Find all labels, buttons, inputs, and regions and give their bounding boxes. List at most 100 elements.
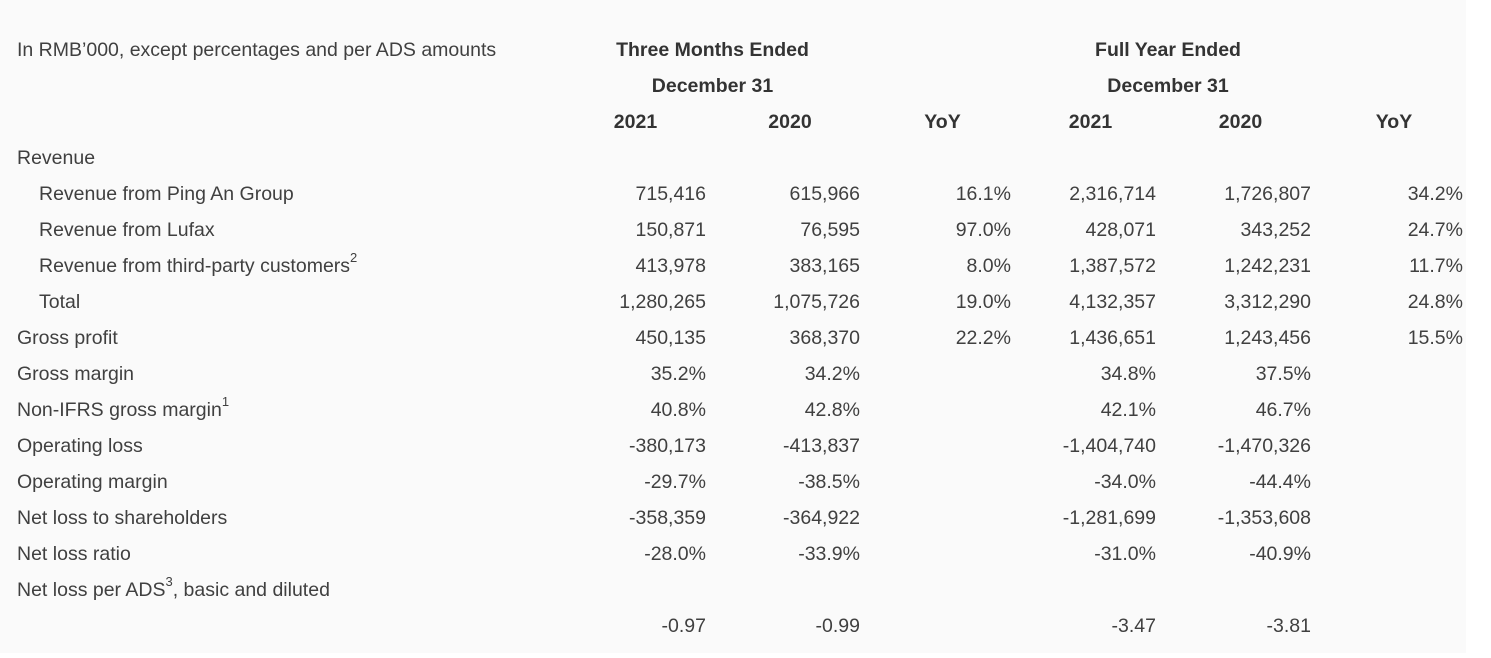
cell-f2020: 3,312,290 (1224, 290, 1311, 313)
cell-f2020: -44.4% (1249, 470, 1311, 493)
cell-q2021: 1,280,265 (619, 290, 706, 313)
cell-q2020: 42.8% (804, 398, 860, 421)
table-row: Net loss to shareholders -358,359 -364,9… (10, 500, 1470, 536)
cell-f2020: -1,470,326 (1217, 434, 1311, 457)
cell-f2021: 4,132,357 (1069, 290, 1156, 313)
cell-q2020: 76,595 (800, 218, 860, 241)
header-row-2: December 31 December 31 (10, 68, 1470, 104)
table-row: Gross margin 35.2% 34.2% 34.8% 37.5% (10, 356, 1470, 392)
cell-f2021: 42.1% (1100, 398, 1156, 421)
cell-q2021: -358,359 (629, 506, 706, 529)
cell-q2021: -0.97 (661, 614, 706, 637)
cell-f-yoy: 15.5% (1407, 326, 1463, 349)
cell-q-yoy: 8.0% (966, 254, 1011, 277)
three-months-date: December 31 (651, 74, 774, 97)
cell-f2020: -40.9% (1249, 542, 1311, 565)
row-label: Net loss per ADS3, basic and diluted (17, 574, 330, 601)
results-panel (0, 0, 1466, 653)
cell-f2020: 1,242,231 (1224, 254, 1311, 277)
q-year-2021: 2021 (613, 110, 658, 133)
cell-f2021: 428,071 (1085, 218, 1157, 241)
table-row: Gross profit 450,135 368,370 22.2% 1,436… (10, 320, 1470, 356)
cell-q2021: -28.0% (644, 542, 706, 565)
cell-f2020: -1,353,608 (1217, 506, 1311, 529)
row-label: Net loss ratio (17, 542, 131, 565)
footnote-ref: 1 (221, 394, 230, 409)
cell-q2020: -413,837 (783, 434, 860, 457)
cell-q2020: 368,370 (789, 326, 861, 349)
cell-q2021: 413,978 (635, 254, 707, 277)
cell-q-yoy: 97.0% (955, 218, 1011, 241)
table-row: Non-IFRS gross margin1 40.8% 42.8% 42.1%… (10, 392, 1470, 428)
cell-q2020: -0.99 (815, 614, 860, 637)
cell-q2020: 615,966 (789, 182, 861, 205)
f-yoy-header: YoY (1375, 110, 1413, 133)
cell-q2021: -380,173 (629, 434, 706, 457)
cell-q2021: 715,416 (635, 182, 707, 205)
f-year-2021: 2021 (1068, 110, 1113, 133)
q-year-2020: 2020 (768, 110, 812, 133)
row-label: Operating loss (17, 434, 143, 457)
cell-q-yoy: 16.1% (955, 182, 1011, 205)
full-year-date: December 31 (1107, 74, 1229, 97)
row-label: Gross margin (17, 362, 135, 385)
cell-f-yoy: 24.7% (1407, 218, 1463, 241)
cell-f-yoy: 34.2% (1407, 182, 1463, 205)
cell-f2020: 1,726,807 (1224, 182, 1311, 205)
row-label: Gross profit (17, 326, 118, 349)
footnote-ref: 3 (165, 574, 173, 589)
cell-q2021: 35.2% (650, 362, 706, 385)
unit-note: In RMB’000, except percentages and per A… (17, 38, 497, 61)
cell-f-yoy: 24.8% (1407, 290, 1463, 313)
row-label: Revenue from third-party customers2 (39, 250, 358, 277)
cell-f2021: -3.47 (1111, 614, 1156, 637)
cell-f2020: 343,252 (1240, 218, 1312, 241)
cell-f2021: 2,316,714 (1069, 182, 1156, 205)
footnote-ref: 2 (350, 250, 358, 265)
cell-q2021: 40.8% (650, 398, 706, 421)
cell-q2020: -38.5% (798, 470, 860, 493)
cell-f2020: 46.7% (1255, 398, 1311, 421)
table-row: Net loss per ADS3, basic and diluted (10, 572, 1470, 608)
cell-q2020: -33.9% (798, 542, 860, 565)
cell-q2021: -29.7% (644, 470, 706, 493)
cell-q2021: 450,135 (635, 326, 707, 349)
cell-q2020: 1,075,726 (773, 290, 860, 313)
table-row: Revenue from Lufax 150,871 76,595 97.0% … (10, 212, 1470, 248)
cell-f2021: 34.8% (1100, 362, 1156, 385)
cell-f-yoy: 11.7% (1409, 254, 1463, 277)
cell-f2020: -3.81 (1266, 614, 1311, 637)
cell-f2020: 1,243,456 (1224, 326, 1311, 349)
cell-f2021: -31.0% (1094, 542, 1156, 565)
cell-f2021: 1,436,651 (1069, 326, 1156, 349)
row-label: Total (39, 290, 81, 313)
row-label: Revenue (17, 146, 96, 169)
table-row: Total 1,280,265 1,075,726 19.0% 4,132,35… (10, 284, 1470, 320)
row-label: Revenue from Ping An Group (39, 182, 294, 205)
f-year-2020: 2020 (1218, 110, 1263, 133)
table-row: Operating loss -380,173 -413,837 -1,404,… (10, 428, 1470, 464)
cell-q-yoy: 22.2% (955, 326, 1011, 349)
header-row-3: 2021 2020 YoY 2021 2020 YoY (10, 104, 1470, 140)
table-row: Revenue from third-party customers2 413,… (10, 248, 1470, 284)
row-label: Revenue from Lufax (39, 218, 215, 241)
row-label: Non-IFRS gross margin1 (17, 394, 230, 421)
row-label: Operating margin (17, 470, 168, 493)
cell-f2021: 1,387,572 (1069, 254, 1156, 277)
table-row: -0.97 -0.99 -3.47 -3.81 (10, 608, 1470, 644)
cell-f2021: -1,281,699 (1062, 506, 1156, 529)
table-row: Revenue from Ping An Group 715,416 615,9… (10, 176, 1470, 212)
three-months-header: Three Months Ended (616, 38, 809, 61)
cell-f2020: 37.5% (1255, 362, 1311, 385)
cell-q2020: 383,165 (789, 254, 861, 277)
q-yoy-header: YoY (924, 110, 961, 133)
cell-q2020: 34.2% (804, 362, 860, 385)
cell-q-yoy: 19.0% (955, 290, 1011, 313)
row-label: Net loss to shareholders (17, 506, 228, 529)
full-year-header: Full Year Ended (1095, 38, 1241, 61)
table-row: Revenue (10, 140, 1470, 176)
cell-q2021: 150,871 (635, 218, 707, 241)
table-row: Operating margin -29.7% -38.5% -34.0% -4… (10, 464, 1470, 500)
financial-results-table: In RMB’000, except percentages and per A… (10, 32, 1470, 644)
header-row-1: In RMB’000, except percentages and per A… (10, 32, 1470, 68)
